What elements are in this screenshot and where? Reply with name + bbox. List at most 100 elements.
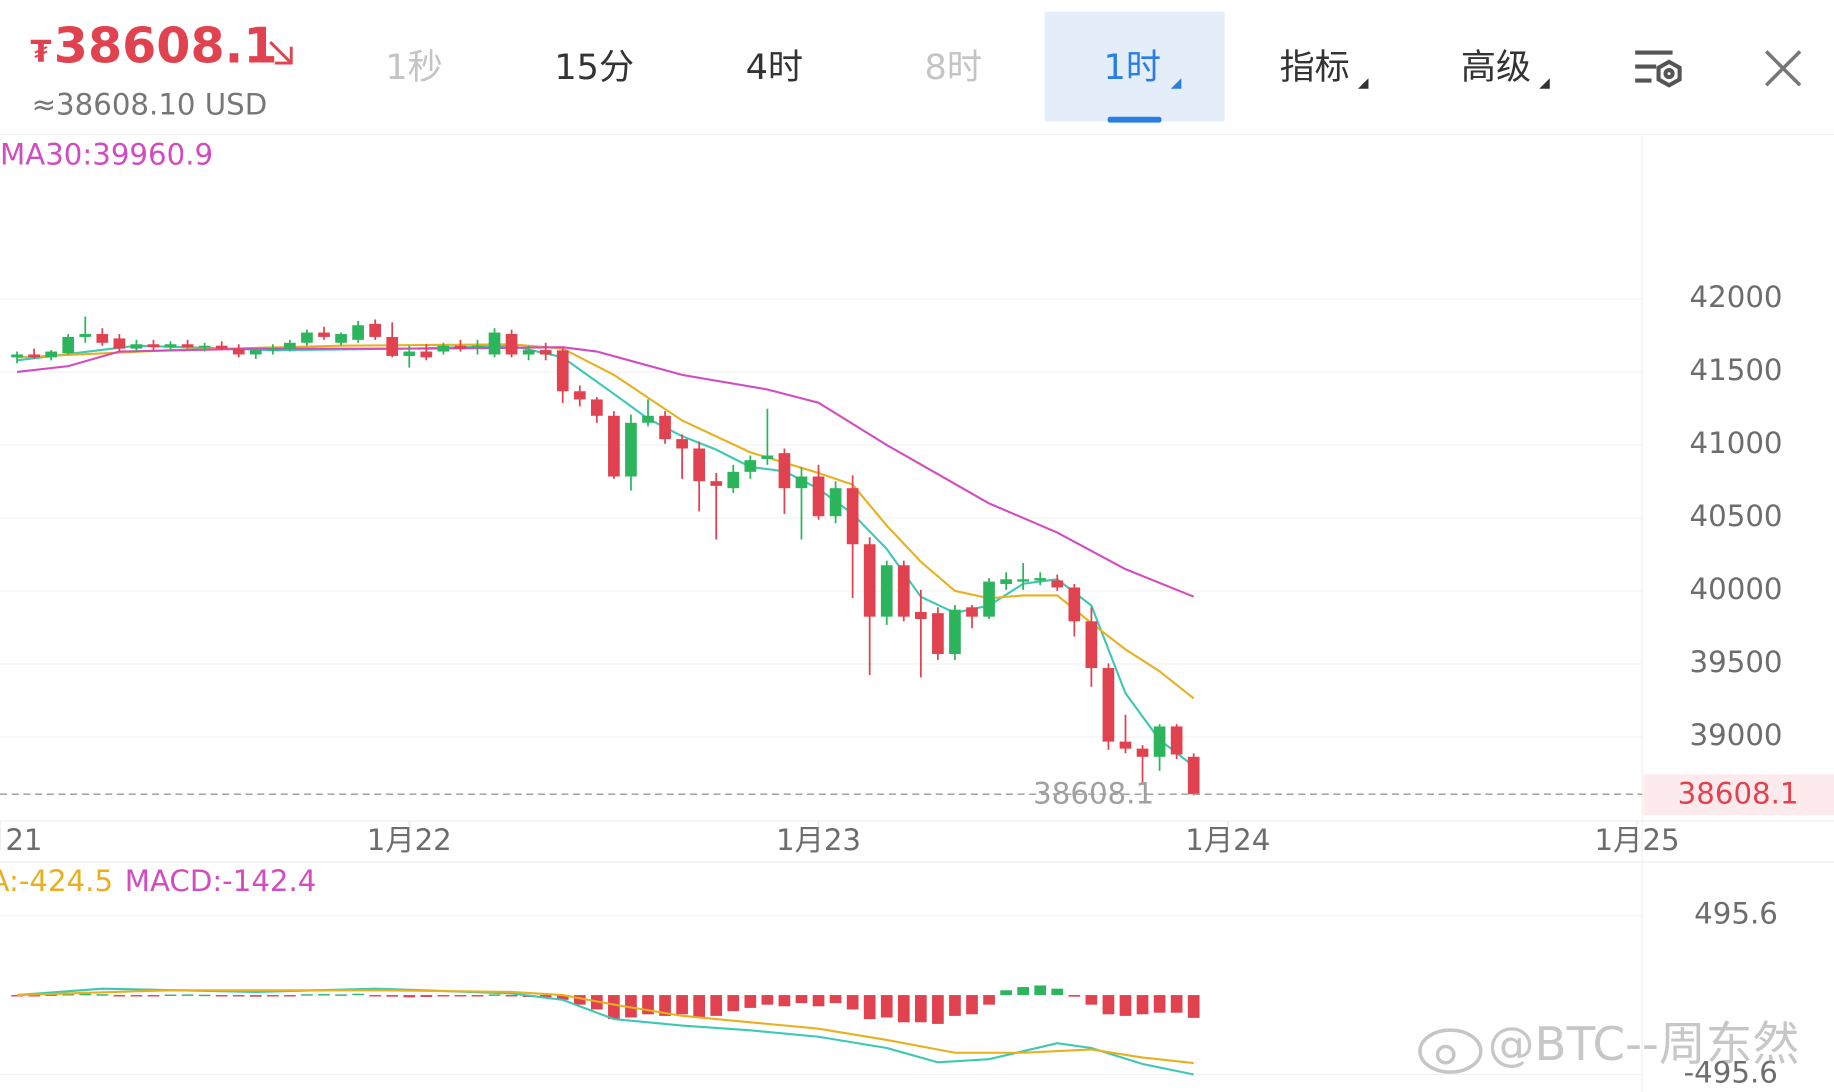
candle-body: [1017, 579, 1030, 582]
candle-body: [744, 460, 757, 472]
tab[interactable]: 1秒: [385, 47, 442, 88]
tab[interactable]: 1时: [1104, 47, 1161, 88]
candle-body: [369, 323, 382, 337]
currency-symbol: ₮: [30, 35, 51, 70]
candle-body: [11, 354, 23, 358]
tab[interactable]: 指标: [1280, 47, 1350, 88]
macd-bar: [164, 994, 177, 996]
tab[interactable]: 4时: [746, 47, 803, 88]
candle-body: [642, 415, 654, 423]
candle-body: [198, 345, 211, 348]
macd-bar: [1136, 995, 1149, 1015]
macd-bar: [266, 995, 279, 997]
y-tick-label: 495.6: [1694, 897, 1778, 931]
candle-body: [897, 565, 910, 617]
macd-bar: [249, 995, 262, 997]
ma-legend: MA30:39960.9: [0, 138, 213, 172]
candle-body: [966, 607, 978, 617]
macd-bar: [949, 995, 961, 1016]
candle-body: [318, 332, 330, 337]
macd-bar: [420, 995, 433, 997]
candle-body: [301, 332, 313, 343]
candle-body: [573, 391, 586, 400]
candle-body: [608, 415, 620, 477]
candle-body: [62, 336, 75, 354]
usd-price: ≈38608.10 USD: [32, 87, 268, 121]
dropdown-triangle: [1170, 78, 1182, 89]
candle-body: [113, 338, 126, 349]
last-price: 38608.1: [54, 17, 278, 75]
x-tick-label: 1月22: [367, 823, 452, 857]
candle-body: [488, 332, 501, 355]
macd-bar: [727, 995, 740, 1012]
candle-body: [1119, 741, 1132, 749]
candle-body: [710, 481, 723, 486]
y-tick-label: 40500: [1690, 499, 1783, 533]
ma-line: [16, 344, 1195, 767]
candle-body: [284, 342, 296, 349]
candle-body: [778, 453, 791, 489]
macd-legend: DEA:-424.5: [0, 864, 113, 898]
candle-body: [130, 344, 143, 349]
y-tick-label: 39500: [1690, 645, 1783, 679]
macd-bar: [284, 995, 296, 997]
candle-body: [1085, 621, 1098, 669]
ma-line: [17, 343, 1195, 700]
last-price-line-label: 38608.1: [1033, 776, 1154, 810]
y-tick-label: -495.6: [1684, 1055, 1778, 1089]
candle-body: [863, 544, 876, 617]
candle-body: [727, 471, 740, 489]
macd-bar: [369, 995, 382, 997]
candle-body: [215, 345, 228, 349]
candle-body: [386, 336, 399, 356]
macd-bar: [318, 994, 330, 996]
candle-body: [1187, 756, 1200, 795]
watermark-text: @BTC--周东然: [1488, 1018, 1800, 1072]
candle-body: [590, 399, 603, 416]
macd-bar: [659, 995, 671, 1016]
candle-body: [96, 334, 109, 343]
candle-body: [1068, 587, 1081, 622]
y-tick-label: 42000: [1690, 280, 1783, 314]
x-tick-label: 1月25: [1595, 823, 1680, 857]
macd-bar: [1017, 987, 1030, 996]
close-icon[interactable]: [1764, 50, 1802, 87]
macd-bar: [181, 994, 194, 996]
macd-bar: [335, 994, 347, 996]
macd-bar: [880, 995, 893, 1018]
settings-icon[interactable]: [1635, 50, 1682, 88]
candle-body: [28, 354, 40, 358]
candle-body: [625, 422, 637, 477]
macd-bar: [1085, 995, 1098, 1005]
y-tick-label: 40000: [1690, 572, 1783, 606]
candle-body: [1034, 578, 1047, 581]
candle-body: [846, 488, 859, 545]
macd-bar: [1170, 995, 1183, 1013]
macd-bar: [505, 995, 518, 997]
macd-bar: [863, 995, 876, 1020]
macd-bar: [454, 995, 467, 997]
candle-body: [471, 345, 484, 348]
x-tick-label: 1月23: [776, 823, 861, 857]
macd-bar: [386, 995, 399, 997]
tab[interactable]: 高级: [1461, 47, 1531, 88]
macd-bar: [96, 994, 109, 996]
macd-bar: [812, 995, 825, 1007]
macd-bar: [573, 995, 586, 1005]
tab[interactable]: 8时: [925, 47, 982, 88]
macd-legend: MACD:-142.4: [125, 864, 317, 898]
macd-bar: [488, 994, 501, 996]
candle-body: [812, 476, 825, 517]
candle-body: [932, 613, 944, 655]
candle-body: [556, 350, 569, 392]
candle-body: [914, 611, 927, 619]
y-tick-label: 41000: [1690, 426, 1783, 460]
macd-bar: [983, 995, 995, 1005]
candle-body: [335, 334, 347, 343]
candle-body: [1051, 580, 1064, 588]
x-tick-label: 1月21: [0, 823, 43, 857]
macd-bar: [539, 995, 552, 998]
tab[interactable]: 15分: [554, 47, 634, 88]
watermark: @BTC--周东然: [1418, 1018, 1800, 1074]
